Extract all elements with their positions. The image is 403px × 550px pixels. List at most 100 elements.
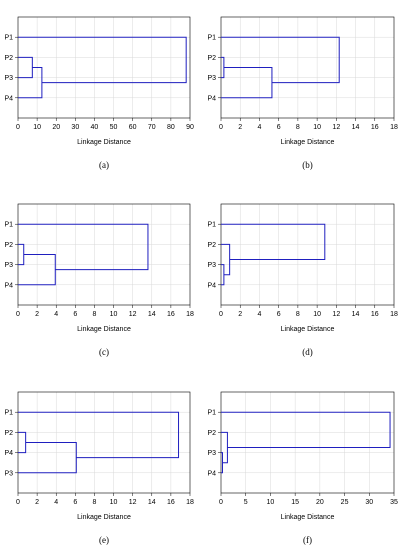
x-axis-title: Linkage Distance [281,514,335,521]
dendrogram-panel-c: 0 2 4 6 8 10 12 14 16 18 P1 P2 P3 P4 Linkage Distance (… [4,203,194,357]
x-tick-label: 2 [35,499,39,506]
leaf-label-p3: P3 [4,75,13,82]
dendrogram-link [18,243,25,266]
panel-label: (f) [303,535,312,545]
leaf-label-p4: P4 [4,450,13,457]
dendrogram-link [221,223,326,261]
x-tick-label: 8 [92,311,96,318]
x-tick-label: 12 [332,311,340,318]
plot-frame [17,203,191,306]
x-tick-label: 4 [257,311,261,318]
dendrogram-link [18,56,33,79]
panel-label: (c) [99,347,109,357]
leaf-label-p1: P1 [4,35,13,42]
x-tick-label: 0 [219,499,223,506]
panel-label: (e) [99,535,109,545]
dendrogram-link [18,411,180,459]
x-tick-label: 35 [390,499,398,506]
x-tick-label: 16 [167,499,175,506]
dendrogram-panel-e: 0 2 4 6 8 10 12 14 16 18 P1 P2 P4 P3 Linkage Distance (… [4,391,194,545]
leaf-label-p1: P1 [207,222,216,229]
x-tick-label: 4 [54,311,58,318]
x-tick-label: 18 [186,499,194,506]
x-tick-label: 6 [73,499,77,506]
leaf-label-p4: P4 [207,95,216,102]
x-tick-label: 16 [371,124,379,131]
x-tick-label: 12 [332,124,340,131]
x-tick-label: 2 [35,311,39,318]
dendrogram-link [221,431,228,464]
plot-frame [17,391,191,494]
x-axis-title: Linkage Distance [281,139,335,146]
dendrogram-panel-b: 0 2 4 6 8 10 12 14 16 18 P1 P2 P3 P4 Linkage Distance (… [207,16,398,170]
x-tick-label: 0 [219,311,223,318]
x-tick-label: 20 [52,124,60,131]
dendrogram-link [18,223,149,271]
dendrogram-link [221,67,273,99]
x-tick-label: 8 [92,499,96,506]
leaf-label-p2: P2 [207,55,216,62]
leaf-label-p3: P3 [207,450,216,457]
x-tick-label: 60 [129,124,137,131]
x-tick-label: 4 [257,124,261,131]
leaf-label-p2: P2 [4,242,13,249]
x-tick-label: 18 [390,124,398,131]
plot-frame [220,391,395,494]
x-tick-label: 16 [167,311,175,318]
x-tick-label: 30 [71,124,79,131]
x-tick-label: 2 [238,311,242,318]
x-tick-label: 6 [73,311,77,318]
dendrogram-link [18,67,43,99]
x-tick-label: 16 [371,311,379,318]
leaf-label-p2: P2 [207,242,216,249]
x-tick-label: 10 [313,124,321,131]
dendrogram-panel-a: 0 10 20 30 40 50 60 70 80 90 P1 P2 P3 P4 Linkage Dista… [4,16,194,170]
x-tick-label: 14 [352,311,360,318]
x-tick-label: 10 [33,124,41,131]
x-tick-label: 10 [313,311,321,318]
x-tick-label: 80 [167,124,175,131]
dendrogram-link [221,411,391,449]
x-tick-label: 12 [129,499,137,506]
dendrogram-link [18,431,27,454]
dendrogram-link [18,36,187,84]
panel-label: (a) [99,160,109,170]
x-tick-label: 8 [296,124,300,131]
x-tick-label: 14 [352,124,360,131]
dendrogram-panel-d: 0 2 4 6 8 10 12 14 16 18 P1 P2 P3 P4 Linkage Distance (… [207,203,398,357]
plot-frame [220,203,395,306]
leaf-label-p3: P3 [4,262,13,269]
leaf-label-p1: P1 [207,410,216,417]
leaf-label-p3: P3 [4,470,13,477]
plot-frame [220,16,395,119]
leaf-label-p1: P1 [4,410,13,417]
x-tick-label: 10 [110,499,118,506]
dendrogram-link [18,442,77,474]
x-tick-label: 14 [148,499,156,506]
x-tick-label: 0 [16,499,20,506]
x-tick-label: 14 [148,311,156,318]
x-tick-label: 10 [267,499,275,506]
x-tick-label: 20 [316,499,324,506]
leaf-label-p4: P4 [207,282,216,289]
x-axis-title: Linkage Distance [77,139,131,146]
x-tick-label: 15 [291,499,299,506]
x-tick-label: 0 [16,124,20,131]
x-tick-label: 2 [238,124,242,131]
leaf-label-p2: P2 [4,55,13,62]
leaf-label-p1: P1 [4,222,13,229]
plot-frame [17,16,191,119]
dendrogram-link [221,36,340,84]
leaf-label-p2: P2 [207,430,216,437]
x-tick-label: 18 [186,311,194,318]
dendrogram-link [221,56,225,79]
leaf-label-p4: P4 [4,282,13,289]
x-tick-label: 12 [129,311,137,318]
leaf-label-p3: P3 [207,75,216,82]
x-tick-label: 50 [110,124,118,131]
leaf-label-p4: P4 [4,95,13,102]
panel-label: (b) [302,160,313,170]
x-tick-label: 8 [296,311,300,318]
x-tick-label: 5 [244,499,248,506]
x-tick-label: 25 [341,499,349,506]
